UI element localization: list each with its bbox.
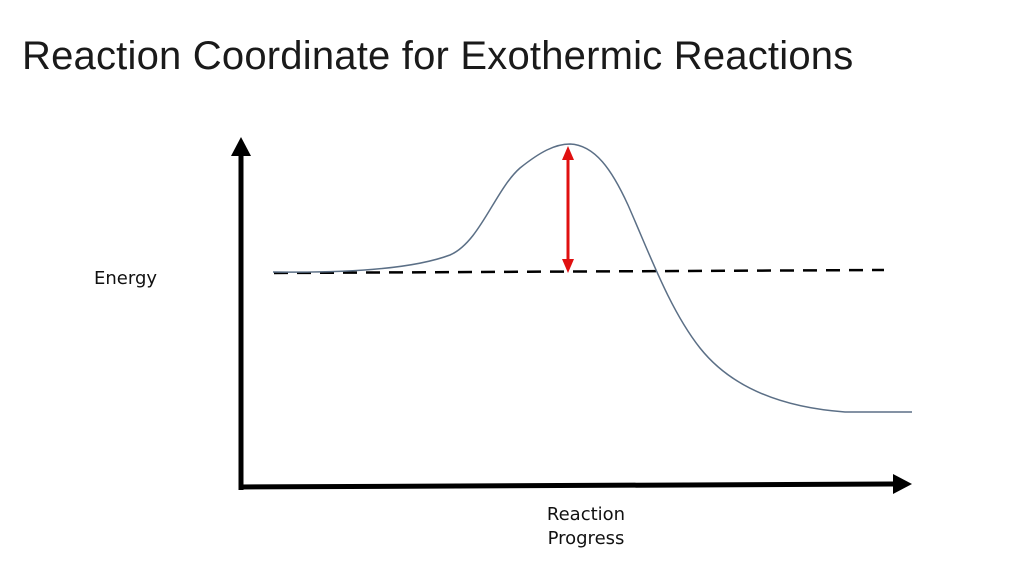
x-axis [238, 481, 897, 490]
activation-energy-arrowhead-top [562, 146, 574, 160]
y-axis-arrowhead [231, 137, 251, 156]
slide-title: Reaction Coordinate for Exothermic React… [22, 34, 854, 78]
energy-profile-curve [272, 143, 912, 413]
y-axis-label: Energy [94, 268, 158, 289]
x-axis-label: Reaction Progress [526, 503, 646, 551]
x-axis-arrowhead [893, 474, 912, 494]
activation-energy-arrowhead-bottom [562, 259, 574, 273]
reactant-energy-dashed-line [273, 268, 885, 275]
x-axis-label-line-1: Reaction [546, 504, 626, 525]
x-axis-label-line-2: Progress [547, 528, 625, 549]
